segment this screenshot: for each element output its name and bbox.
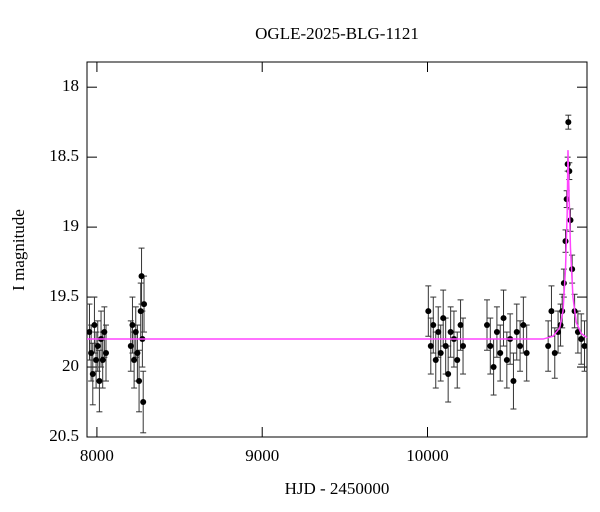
data-point [131,357,138,364]
data-point [437,350,444,357]
data-point [96,378,103,385]
data-point [445,371,452,378]
data-point [136,378,143,385]
data-point [447,329,454,336]
data-point [137,308,144,315]
data-point [500,315,507,322]
y-tick-label: 18.5 [49,146,79,165]
data-point [430,322,437,329]
data-point [490,364,497,371]
data-point [140,399,147,406]
data-point [141,301,148,308]
data-point [578,336,585,343]
data-point [425,308,432,315]
data-point [548,308,555,315]
data-point [517,343,524,350]
data-point [103,350,110,357]
x-tick-label: 10000 [406,446,449,465]
x-tick-label: 8000 [80,446,114,465]
data-point [440,315,447,322]
chart-title: OGLE-2025-BLG-1121 [255,24,419,43]
data-point [427,343,434,350]
data-point [91,322,98,329]
data-point [93,357,100,364]
data-point [89,371,96,378]
data-point [99,357,106,364]
data-point [562,238,569,245]
y-axis-label: I magnitude [9,209,28,291]
data-point [551,350,558,357]
data-point [565,119,572,126]
data-point [487,343,494,350]
data-point [454,357,461,364]
plot-frame [86,61,588,438]
y-tick-label: 20 [62,356,79,375]
y-tick-label: 19 [62,216,79,235]
data-point [138,273,145,280]
data-point [523,350,530,357]
data-point [101,329,108,336]
data-point [503,357,510,364]
y-tick-label: 18 [62,76,79,95]
data-point [435,329,442,336]
data-point [510,378,517,385]
data-point [493,329,500,336]
y-tick-label: 19.5 [49,286,79,305]
data-point [497,350,504,357]
data-point [442,343,449,350]
data-point [86,329,93,336]
data-point [127,343,134,350]
data-point [457,322,464,329]
data-point [88,350,95,357]
data-point [134,350,141,357]
data-point [581,343,588,350]
data-point [484,322,490,329]
data-point [520,322,527,329]
y-tick-label: 20.5 [49,426,79,445]
data-point [432,357,439,364]
data-point [545,343,552,350]
data-point [132,329,139,336]
data-point [94,343,101,350]
model-line [87,150,588,340]
data-point [555,329,562,336]
data-point [513,329,520,336]
data-point [129,322,136,329]
data-point [460,343,467,350]
x-tick-label: 9000 [245,446,279,465]
x-axis-label: HJD - 2450000 [285,479,390,498]
